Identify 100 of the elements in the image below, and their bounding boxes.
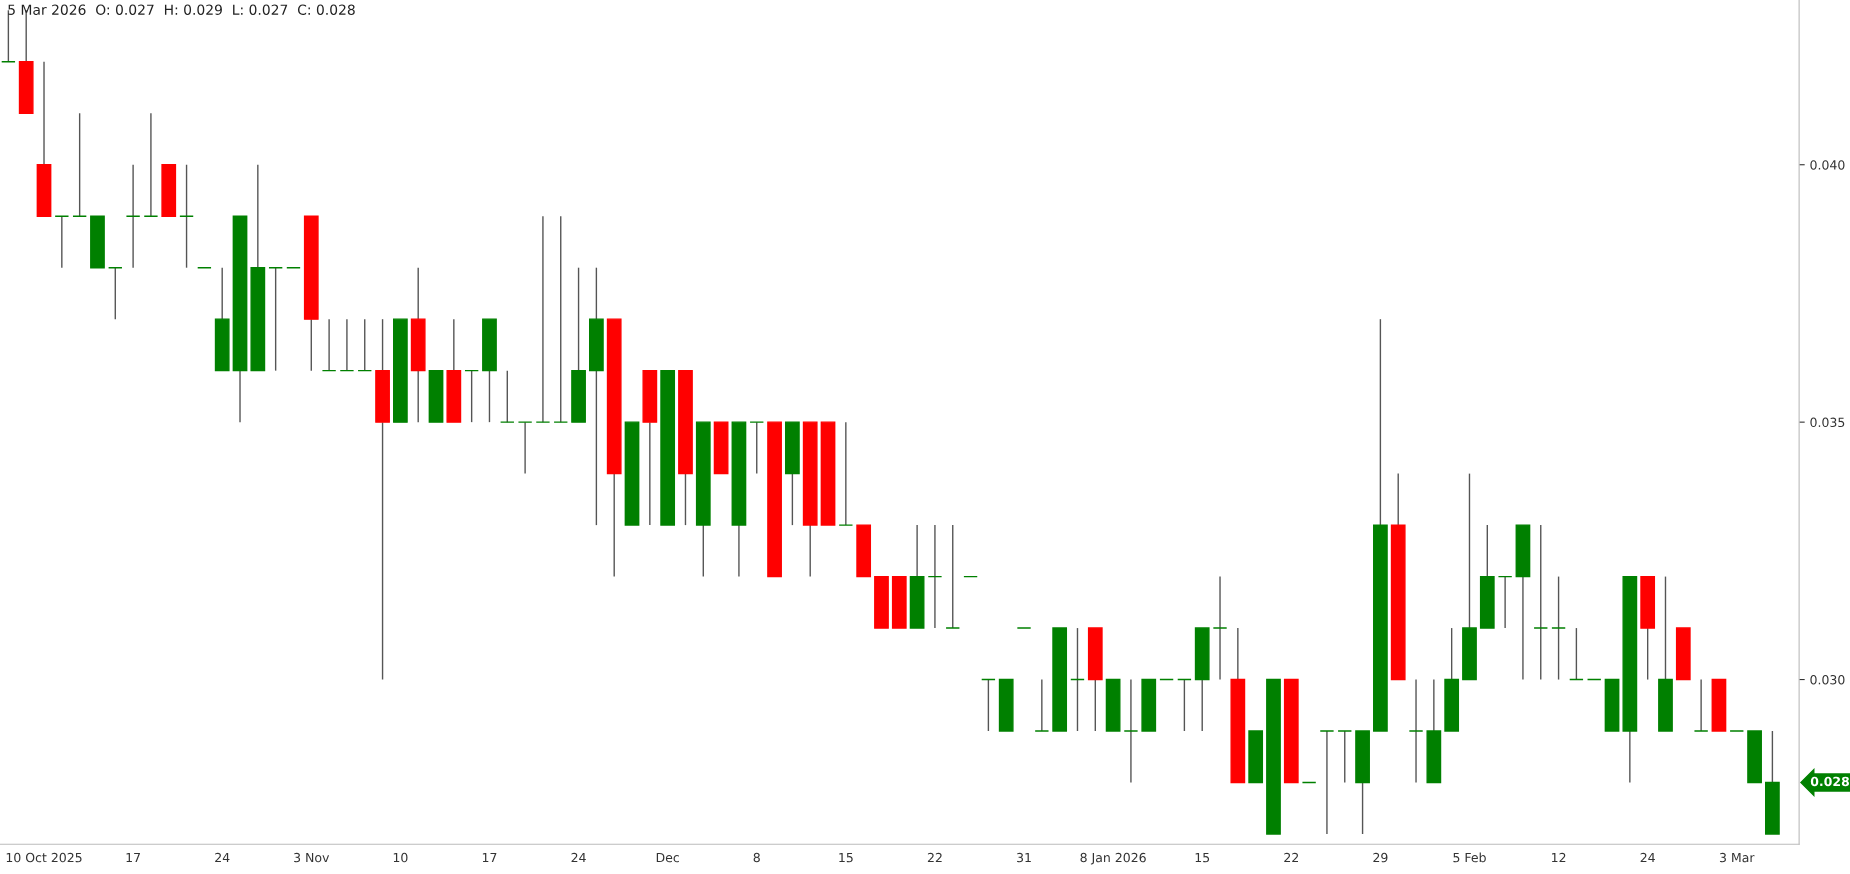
candlestick <box>232 215 248 423</box>
candlestick <box>981 678 996 732</box>
candlestick <box>1230 627 1246 784</box>
chart-title: 5 Mar 2026 O: 0.027 H: 0.029 L: 0.027 C: 0.028 <box>8 4 355 15</box>
candlestick <box>642 369 658 526</box>
candlestick <box>1711 678 1727 732</box>
candlestick <box>1141 678 1157 732</box>
candlestick <box>749 421 765 475</box>
candlestick <box>125 164 141 269</box>
candlestick <box>161 164 177 217</box>
candlestick <box>303 215 319 372</box>
candlestick <box>1212 575 1228 681</box>
candlestick <box>713 421 729 475</box>
candlestick <box>393 318 408 423</box>
candlestick <box>1070 627 1085 732</box>
y-tick-label: 0.030 <box>1810 675 1845 685</box>
candlestick <box>624 421 640 526</box>
candlestick <box>731 421 747 578</box>
candlestick <box>802 421 818 578</box>
candlestick <box>1462 472 1477 681</box>
candlestick <box>945 524 961 629</box>
x-tick-label: 15 <box>1195 853 1210 863</box>
candlestick <box>339 318 355 372</box>
candlestick <box>482 318 497 423</box>
x-tick-label: 5 Feb <box>1453 852 1486 863</box>
candlestick <box>1408 678 1424 784</box>
candlestick <box>250 164 266 372</box>
candlestick <box>428 369 444 423</box>
x-tick-label: 10 Oct 2025 <box>6 852 82 863</box>
candlestick <box>571 267 586 423</box>
candlestick <box>446 318 462 423</box>
candlestick <box>1426 678 1442 784</box>
candlestick <box>785 421 800 526</box>
x-tick-label: 17 <box>482 853 497 863</box>
candlestick <box>410 267 426 423</box>
candlestick <box>838 421 854 526</box>
candlestick <box>1301 781 1317 784</box>
x-tick-label: 24 <box>571 852 586 863</box>
candlestick <box>1355 730 1370 835</box>
candlestick <box>1337 730 1353 784</box>
x-tick-label: 29 <box>1373 852 1388 863</box>
x-tick-label: 3 Nov <box>294 852 330 863</box>
candlestick <box>268 267 284 372</box>
x-tick-label: 24 <box>215 852 230 863</box>
x-tick-label: 22 <box>927 852 942 863</box>
x-tick-label: 15 <box>839 853 853 863</box>
candlestick <box>1034 678 1050 732</box>
x-tick-label: 17 <box>126 853 140 863</box>
candlestick <box>1693 678 1709 732</box>
candlestick <box>1052 627 1068 732</box>
candlestick <box>517 421 533 475</box>
candlestick <box>695 421 711 578</box>
candlestick <box>321 318 337 372</box>
x-tick-label: 24 <box>1640 852 1655 863</box>
candlestick <box>1675 627 1691 681</box>
y-tick-label: 0.035 <box>1810 417 1845 428</box>
candlestick <box>1747 730 1762 784</box>
candlestick <box>589 267 604 526</box>
candlestick <box>143 112 159 217</box>
candlestick <box>1604 678 1620 732</box>
candlestick <box>1640 575 1656 681</box>
candlestick <box>72 112 88 217</box>
x-tick-label: 12 <box>1552 852 1566 863</box>
candlestick <box>499 369 515 423</box>
candlestick <box>660 369 676 526</box>
candlestick <box>1551 575 1566 681</box>
candlestick <box>54 215 70 269</box>
x-tick-label: 22 <box>1284 852 1298 863</box>
candlestick <box>1497 575 1513 629</box>
candlestick <box>1390 472 1406 681</box>
candlestick <box>1087 627 1103 732</box>
candlestick <box>1586 678 1602 681</box>
candlestick <box>1515 524 1531 681</box>
candlestick <box>1194 627 1210 732</box>
x-tick-label: 31 <box>1017 852 1031 863</box>
candlestick <box>927 524 943 629</box>
candlestick <box>36 61 52 217</box>
candlestick <box>375 318 390 681</box>
x-tick-label: Dec <box>656 853 679 863</box>
x-tick-label: 10 <box>393 852 408 863</box>
x-tick-label: 8 Jan 2026 <box>1080 852 1146 865</box>
candlestick <box>767 421 782 578</box>
candlestick <box>1569 627 1584 681</box>
candlestick <box>1765 730 1780 835</box>
candlestick <box>1123 678 1139 784</box>
candlestick <box>856 524 872 578</box>
candlestick <box>1105 678 1121 732</box>
candlestick <box>535 215 551 423</box>
candlestick <box>1533 524 1549 681</box>
candlestick <box>90 215 105 269</box>
candlestick <box>1373 318 1388 732</box>
y-tick-label: 0.040 <box>1810 160 1845 170</box>
candlestick <box>1266 678 1281 835</box>
candlestick <box>1248 730 1264 784</box>
candlestick <box>909 524 925 629</box>
candlestick <box>963 575 978 578</box>
candlestick <box>1159 678 1174 681</box>
candlestick <box>464 369 480 423</box>
candlestick <box>179 164 194 269</box>
candlestick <box>874 575 889 629</box>
